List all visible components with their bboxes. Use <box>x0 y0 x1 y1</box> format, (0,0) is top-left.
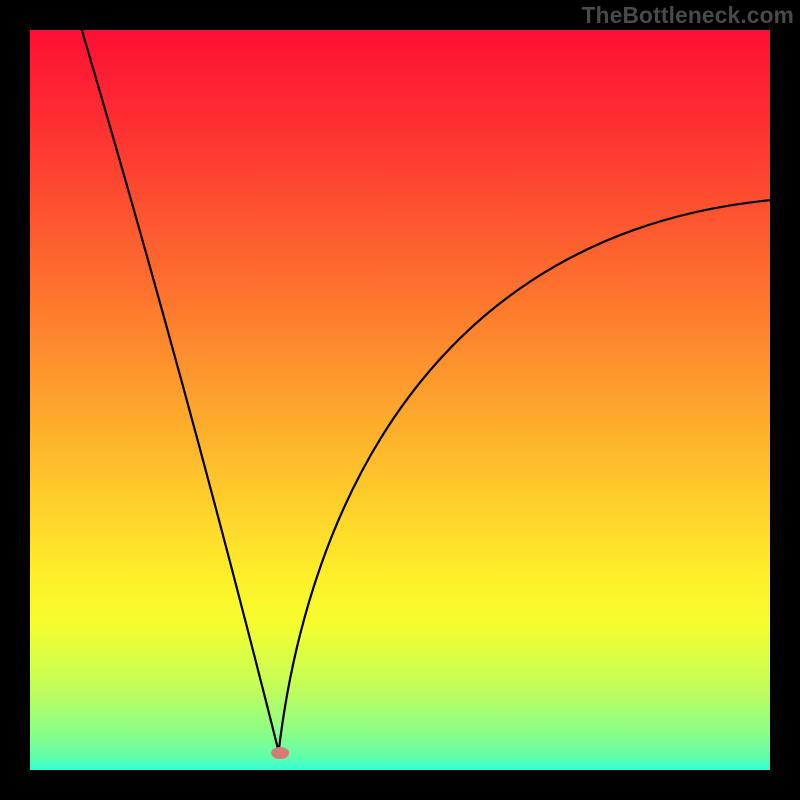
chart-stage: TheBottleneck.com <box>0 0 800 800</box>
optimum-marker <box>271 747 289 759</box>
chart-canvas <box>0 0 800 800</box>
plot-area <box>30 30 770 770</box>
watermark-text: TheBottleneck.com <box>582 2 794 29</box>
